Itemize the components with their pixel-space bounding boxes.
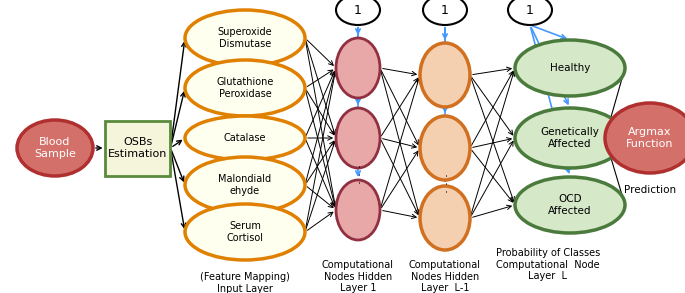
Text: Blood
Sample: Blood Sample [34,137,76,159]
Ellipse shape [420,43,470,107]
Text: . . .: . . . [438,173,451,193]
Text: Genetically
Affected: Genetically Affected [540,127,599,149]
Ellipse shape [185,116,305,160]
Ellipse shape [185,60,305,116]
Text: Malondiald
ehyde: Malondiald ehyde [219,174,271,196]
Text: Argmax
Function: Argmax Function [626,127,674,149]
Text: Serum
Cortisol: Serum Cortisol [227,221,264,243]
Ellipse shape [423,0,467,25]
Text: 1: 1 [526,4,534,16]
Ellipse shape [420,186,470,250]
Ellipse shape [420,116,470,180]
Ellipse shape [185,10,305,66]
Text: . . .: . . . [351,164,364,184]
Ellipse shape [185,204,305,260]
Ellipse shape [336,0,380,25]
Ellipse shape [515,177,625,233]
Ellipse shape [336,108,380,168]
Text: OSBs
Estimation: OSBs Estimation [108,137,168,159]
Ellipse shape [515,40,625,96]
Text: Prediction: Prediction [624,185,676,195]
Ellipse shape [336,180,380,240]
Ellipse shape [17,120,93,176]
Text: Glutathione
Peroxidase: Glutathione Peroxidase [216,77,274,99]
Text: Catalase: Catalase [224,133,266,143]
Bar [105,120,171,176]
Text: Computational
Nodes Hidden
Layer 1: Computational Nodes Hidden Layer 1 [322,260,394,293]
Text: OCD
Affected: OCD Affected [548,194,592,216]
Text: 1: 1 [354,4,362,16]
Text: (Feature Mapping)
Input Layer: (Feature Mapping) Input Layer [200,272,290,293]
Ellipse shape [605,103,685,173]
Ellipse shape [508,0,552,25]
Ellipse shape [336,38,380,98]
Ellipse shape [185,157,305,213]
Text: Probability of Classes
Computational  Node
Layer  L: Probability of Classes Computational Nod… [496,248,600,281]
Text: 1: 1 [441,4,449,16]
Text: Superoxide
Dismutase: Superoxide Dismutase [218,27,273,49]
Text: Computational
Nodes Hidden
Layer  L-1: Computational Nodes Hidden Layer L-1 [409,260,481,293]
Ellipse shape [515,108,625,168]
Text: Healthy: Healthy [550,63,590,73]
